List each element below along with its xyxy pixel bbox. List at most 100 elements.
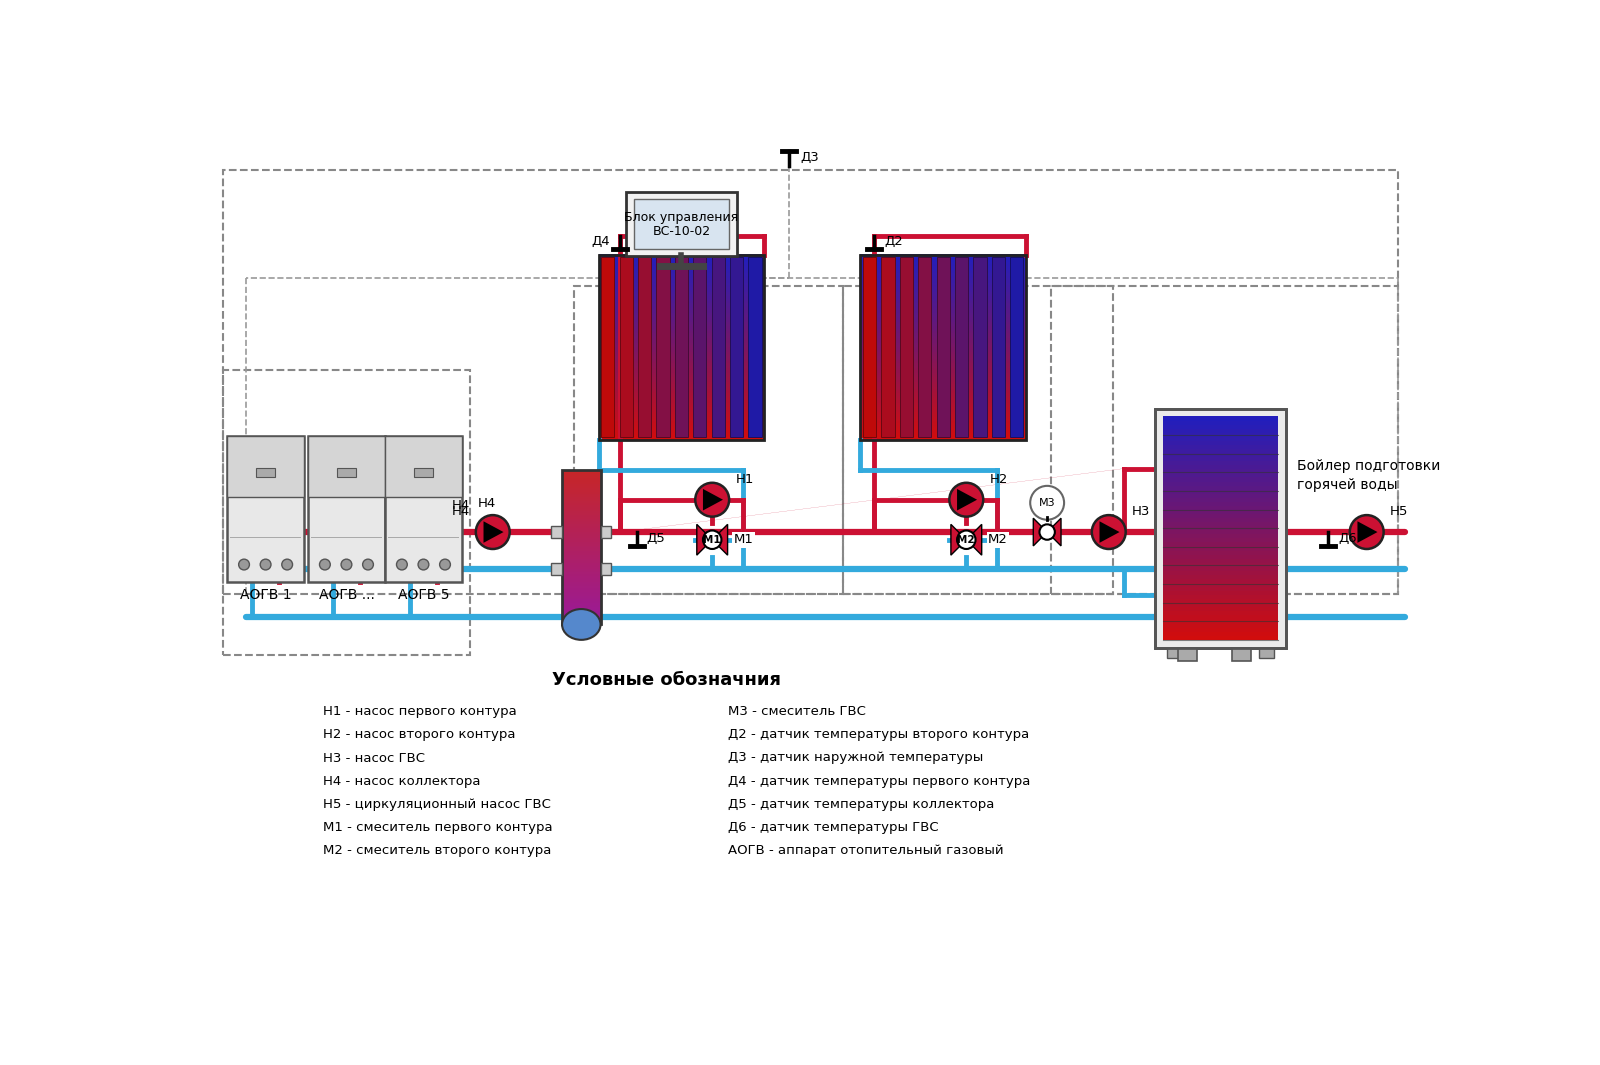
Bar [861,389,1026,391]
Bar [338,468,355,477]
Bar [598,275,765,278]
Text: Д3: Д3 [800,150,819,164]
Bar [1163,636,1278,640]
Bar [562,471,600,624]
Circle shape [341,559,352,570]
Bar [598,405,765,407]
Bar [562,536,600,538]
Bar [598,370,765,373]
Bar [598,416,765,419]
Bar [598,324,765,327]
Bar [598,407,765,410]
Bar [552,526,562,538]
Bar [598,326,765,329]
Bar [562,609,600,611]
Bar [1163,558,1278,562]
Bar [1163,481,1278,486]
Text: М3: М3 [1038,497,1056,508]
Bar [598,310,765,313]
Bar [861,383,1026,387]
Bar [598,268,765,271]
Bar [1163,522,1278,526]
Text: АОГВ 1: АОГВ 1 [240,588,291,603]
Bar [1163,502,1278,506]
Text: Н1 - насос первого контура: Н1 - насос первого контура [323,705,517,718]
Bar [918,257,931,438]
Bar [598,391,765,393]
Text: Д6 - датчик температуры ГВС: Д6 - датчик температуры ГВС [728,821,938,834]
Bar [598,289,765,292]
Ellipse shape [562,609,600,640]
Bar [861,259,1026,262]
Bar [598,286,765,290]
Bar [562,488,600,490]
Polygon shape [957,489,978,510]
Bar [861,405,1026,407]
Bar [598,282,765,284]
Text: Н4: Н4 [451,505,470,519]
Text: Н3: Н3 [1131,505,1150,519]
Bar [600,526,611,538]
Bar [712,257,725,438]
Text: Д6: Д6 [1338,531,1357,544]
Bar [598,421,765,424]
Bar [899,257,914,438]
Bar [1163,554,1278,559]
Bar [598,280,765,282]
Bar [562,520,600,523]
Bar [861,354,1026,357]
Bar [598,381,765,384]
Circle shape [282,559,293,570]
Bar [598,375,765,377]
Bar [861,421,1026,424]
Bar [861,266,1026,268]
Bar [634,199,730,249]
Bar [598,359,765,361]
Bar [861,361,1026,363]
Bar [1163,506,1278,510]
Bar [861,255,1026,440]
Bar [562,579,600,583]
Circle shape [397,559,408,570]
Bar [562,512,600,514]
Bar [562,560,600,562]
Circle shape [320,559,330,570]
Bar [1163,530,1278,535]
Bar [562,555,600,557]
Bar [600,562,611,575]
Bar [861,375,1026,377]
Bar [1163,534,1278,538]
Bar [552,562,562,575]
Bar [1163,599,1278,603]
Bar [562,581,600,584]
Bar [598,331,765,333]
Bar [562,493,600,495]
Bar [861,308,1026,310]
Bar [861,432,1026,435]
Bar [562,597,600,600]
Bar [861,300,1026,304]
Bar [861,393,1026,396]
Bar [598,264,765,266]
Bar [562,539,600,542]
Text: М1: М1 [704,535,722,545]
Text: Д4 - датчик температуры первого контура: Д4 - датчик температуры первого контура [728,774,1030,788]
Text: М1: М1 [734,534,754,546]
Bar [1166,648,1182,658]
Bar [598,356,765,359]
Bar [861,328,1026,331]
Text: М3 - смеситель ГВС: М3 - смеситель ГВС [728,705,866,718]
Bar [861,284,1026,288]
Bar [1163,432,1278,437]
Bar [598,292,765,294]
Bar [562,615,600,617]
Bar [1163,518,1278,522]
Bar [562,470,600,473]
Bar [861,298,1026,301]
Bar [598,278,765,280]
FancyBboxPatch shape [626,192,738,257]
Bar [562,509,600,511]
Bar [598,425,765,428]
Bar [598,354,765,357]
Bar [598,338,765,341]
